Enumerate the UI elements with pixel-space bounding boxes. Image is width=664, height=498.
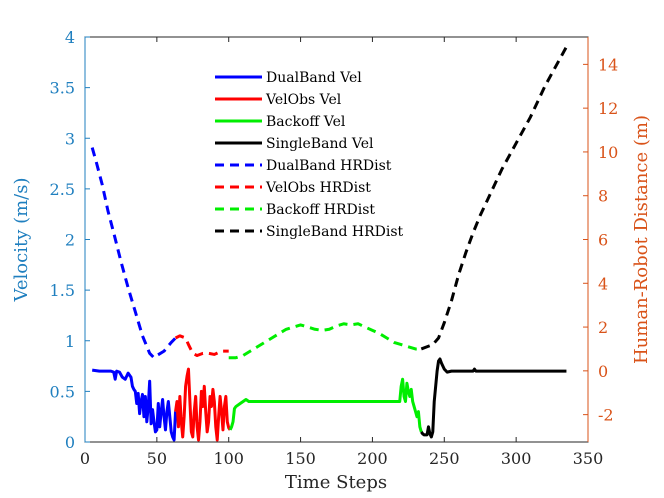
- y-left-tick-label: 3: [65, 129, 75, 148]
- legend-entry: VelObs HRDist: [265, 180, 371, 196]
- legend-entry: DualBand Vel: [266, 70, 362, 86]
- legend-entry: SingleBand HRDist: [266, 224, 404, 240]
- y-left-axis-title: Velocity (m/s): [11, 178, 32, 303]
- y-left-tick-label: 0: [65, 433, 75, 452]
- legend-entry: SingleBand Vel: [266, 136, 374, 152]
- x-tick-label: 300: [501, 449, 532, 468]
- y-left-tick-label: 2: [65, 231, 75, 250]
- series-layer: [90, 46, 568, 442]
- y-right-tick-label: -2: [598, 406, 614, 425]
- series-line-dualband-hrdist: [90, 147, 177, 360]
- y-left-tick-label: 1: [65, 332, 75, 351]
- legend-entry: Backoff HRDist: [266, 202, 375, 218]
- series-line-singleband-vel: [420, 357, 567, 439]
- y-right-tick-label: 4: [598, 274, 608, 293]
- legend: DualBand Vel VelObs Vel Backoff Vel SingleB…: [215, 70, 404, 240]
- series-line-velobs-hrdist: [174, 334, 229, 358]
- plot-background: [85, 37, 588, 442]
- series-line-backoff-hrdist: [228, 322, 422, 360]
- y-left-tick-label: 3.5: [50, 79, 75, 98]
- legend-entry: VelObs Vel: [265, 92, 342, 108]
- y-right-tick-label: 0: [598, 362, 608, 381]
- legend-entry: Backoff Vel: [266, 114, 346, 130]
- series-line-dualband-vel: [91, 368, 178, 442]
- x-axis-title: Time Steps: [285, 472, 387, 493]
- x-tick-label: 0: [80, 449, 90, 468]
- series-line-backoff-vel: [228, 377, 423, 433]
- x-tick-label: 150: [285, 449, 316, 468]
- axes-layer: 0 50 100 150 200 250 300 35000.511.522.533.54-2…: [50, 28, 619, 468]
- y-left-tick-label: 0.5: [50, 382, 75, 401]
- y-right-tick-label: 8: [598, 187, 608, 206]
- series-line-singleband-hrdist: [420, 46, 568, 351]
- y-right-axis-title: Human-Robot Distance (m): [631, 115, 652, 364]
- legend-entry: DualBand HRDist: [266, 158, 392, 174]
- y-right-tick-label: 14: [598, 55, 618, 74]
- x-tick-label: 50: [147, 449, 167, 468]
- y-left-tick-label: 2.5: [50, 180, 75, 199]
- series-line-velobs-vel: [174, 367, 232, 442]
- y-right-tick-label: 10: [598, 143, 618, 162]
- y-right-tick-label: 2: [598, 318, 608, 337]
- y-left-tick-label: 4: [65, 28, 75, 47]
- x-tick-label: 350: [573, 449, 604, 468]
- x-tick-label: 100: [213, 449, 244, 468]
- y-right-tick-label: 6: [598, 231, 608, 250]
- y-left-tick-label: 1.5: [50, 281, 75, 300]
- y-right-tick-label: 12: [598, 99, 618, 118]
- x-tick-label: 250: [429, 449, 460, 468]
- x-tick-label: 200: [357, 449, 388, 468]
